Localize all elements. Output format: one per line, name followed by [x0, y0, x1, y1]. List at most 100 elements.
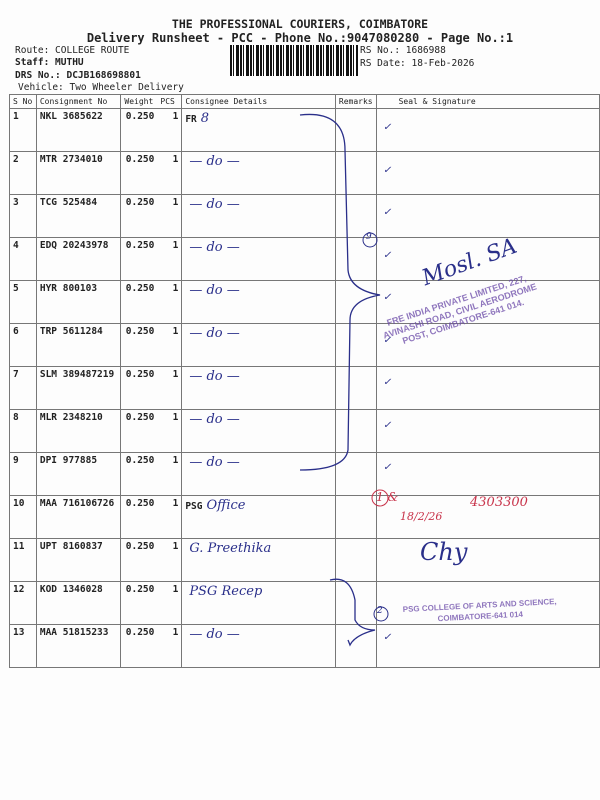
tick-mark: ✓ — [383, 249, 392, 261]
seal-signature — [375, 366, 600, 410]
tick-mark: ✓ — [383, 462, 392, 473]
consignee-details: — do — — [181, 452, 336, 496]
tick-mark: ✓ — [383, 164, 392, 176]
barcode — [230, 45, 358, 76]
weight: 0.250 — [120, 495, 158, 539]
tick-mark: ✓ — [383, 419, 392, 431]
runsheet-subtitle: Delivery Runsheet - PCC - Phone No.:9047… — [86, 31, 514, 45]
consignment-no: MAA 51815233 — [35, 624, 122, 668]
consignment-no: TCG 525484 — [35, 194, 122, 238]
consignee-details: — do — — [181, 151, 336, 195]
circle-mark — [373, 606, 389, 622]
consignee-details: — do — — [181, 323, 336, 367]
signature-2: Chy — [420, 538, 468, 566]
table-row: 13 MAA 51815233 0.250 1 — do — — [9, 624, 600, 668]
staff: Staff: MUTHU — [15, 57, 84, 68]
seal-signature — [375, 538, 600, 582]
red-note-number: 4303300 — [470, 495, 528, 510]
consignment-no: SLM 389487219 — [35, 366, 122, 410]
sno: 10 — [9, 495, 37, 539]
seal-signature — [375, 323, 600, 367]
consignment-table: S No Consignment No Weight PCS Consignee… — [9, 94, 600, 668]
consignee-handwritten: — do — — [189, 412, 240, 427]
consignee-handwritten: G. Preethika — [189, 541, 272, 556]
table-row: 7 SLM 389487219 0.250 1 — do — — [9, 366, 600, 410]
table-row: 9 DPI 977885 0.250 1 — do — — [9, 452, 600, 496]
consignee-handwritten: — do — — [189, 326, 240, 341]
consignee-details: — do — — [181, 194, 336, 238]
sno: 7 — [9, 366, 37, 410]
rs-date: RS Date: 18-Feb-2026 — [360, 58, 475, 69]
table-row: 8 MLR 2348210 0.250 1 — do — — [9, 409, 600, 453]
consignee-details: — do — — [181, 366, 336, 410]
weight: 0.250 — [120, 366, 158, 410]
pcs: 1 — [157, 409, 183, 453]
vehicle: Vehicle: Two Wheeler Delivery — [18, 82, 184, 93]
weight: 0.250 — [120, 624, 158, 668]
sno: 4 — [9, 237, 37, 281]
remarks — [334, 409, 377, 453]
weight: 0.250 — [120, 323, 158, 367]
consignee-handwritten: — do — — [189, 240, 240, 255]
table-row: 2 MTR 2734010 0.250 1 — do — — [9, 151, 600, 195]
consignee-handwritten: — do — — [189, 627, 240, 642]
consignee-printed: FR — [185, 114, 197, 125]
sno: 6 — [9, 323, 37, 367]
rs-number: RS No.: 1686988 — [360, 45, 446, 56]
consignment-no: HYR 800103 — [35, 280, 122, 324]
pcs: 1 — [157, 452, 183, 496]
brace-mark-group-1 — [299, 113, 381, 471]
pcs: 1 — [157, 624, 183, 668]
table-row: 5 HYR 800103 0.250 1 — do — — [9, 280, 600, 324]
pcs: 1 — [157, 495, 183, 539]
circle-mark — [362, 232, 378, 248]
drs-number: DRS No.: DCJB168698801 — [15, 70, 141, 81]
table-row: 3 TCG 525484 0.250 1 — do — — [9, 194, 600, 238]
tick-mark: ✓ — [383, 632, 392, 643]
seal-signature — [375, 194, 600, 238]
company-title: THE PROFESSIONAL COURIERS, COIMBATORE — [171, 17, 429, 31]
pcs: 1 — [157, 194, 183, 238]
tick-mark: ✓ — [383, 334, 392, 346]
consignment-no: NKL 3685622 — [35, 108, 122, 152]
weight: 0.250 — [120, 280, 158, 324]
brace-mark-group-2 — [329, 578, 376, 647]
consignment-no: MLR 2348210 — [35, 409, 122, 453]
pcs: 1 — [157, 108, 183, 152]
pcs: 1 — [157, 323, 183, 367]
consignee-handwritten: — do — — [189, 197, 240, 212]
sno: 1 — [9, 108, 37, 152]
red-note-date: 18/2/26 — [400, 510, 443, 523]
table-row: 6 TRP 5611284 0.250 1 — do — — [9, 323, 600, 367]
seal-signature — [375, 452, 600, 496]
sno: 11 — [9, 538, 37, 582]
consignee-handwritten: — do — — [189, 455, 240, 470]
remarks — [334, 108, 377, 152]
sno: 8 — [9, 409, 37, 453]
group-mark-1: 9 — [366, 232, 372, 242]
red-note-mark: 1 & — [376, 490, 399, 504]
seal-signature — [375, 237, 600, 281]
consignee-handwritten: 8 — [200, 111, 210, 126]
consignment-no: MAA 716106726 — [35, 495, 122, 539]
table-row: 10 MAA 716106726 0.250 1 PSG Office — [9, 495, 600, 539]
remarks — [334, 194, 377, 238]
seal-signature — [375, 624, 600, 668]
red-circle-mark — [371, 489, 389, 507]
consignment-no: DPI 977885 — [35, 452, 122, 496]
consignment-no: EDQ 20243978 — [35, 237, 122, 281]
remarks — [334, 581, 377, 625]
seal-signature — [375, 581, 600, 625]
tick-mark: ✓ — [383, 122, 392, 133]
sno: 12 — [9, 581, 37, 625]
pcs: 1 — [157, 538, 183, 582]
consignee-handwritten: — do — — [189, 369, 240, 384]
route: Route: COLLEGE ROUTE — [15, 45, 130, 56]
consignee-printed: PSG — [185, 501, 203, 512]
consignee-handwritten: PSG Recep — [189, 584, 263, 599]
tick-mark: ✓ — [383, 292, 392, 303]
consignee-handwritten: Office — [206, 498, 246, 513]
weight: 0.250 — [120, 581, 158, 625]
